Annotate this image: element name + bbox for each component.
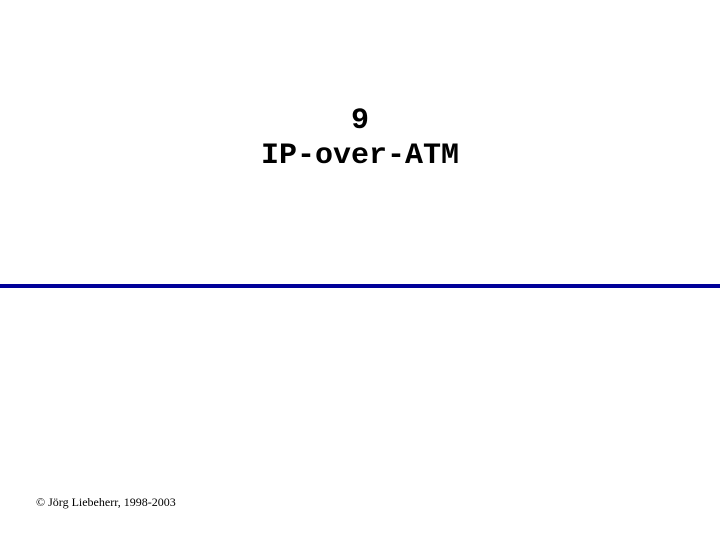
slide: 9 IP-over-ATM © Jörg Liebeherr, 1998-200… bbox=[0, 0, 720, 540]
divider-line bbox=[0, 284, 720, 288]
title-block: 9 IP-over-ATM bbox=[0, 105, 720, 174]
chapter-title: IP-over-ATM bbox=[0, 138, 720, 174]
chapter-number: 9 bbox=[0, 105, 720, 138]
copyright-text: © Jörg Liebeherr, 1998-2003 bbox=[36, 495, 176, 510]
